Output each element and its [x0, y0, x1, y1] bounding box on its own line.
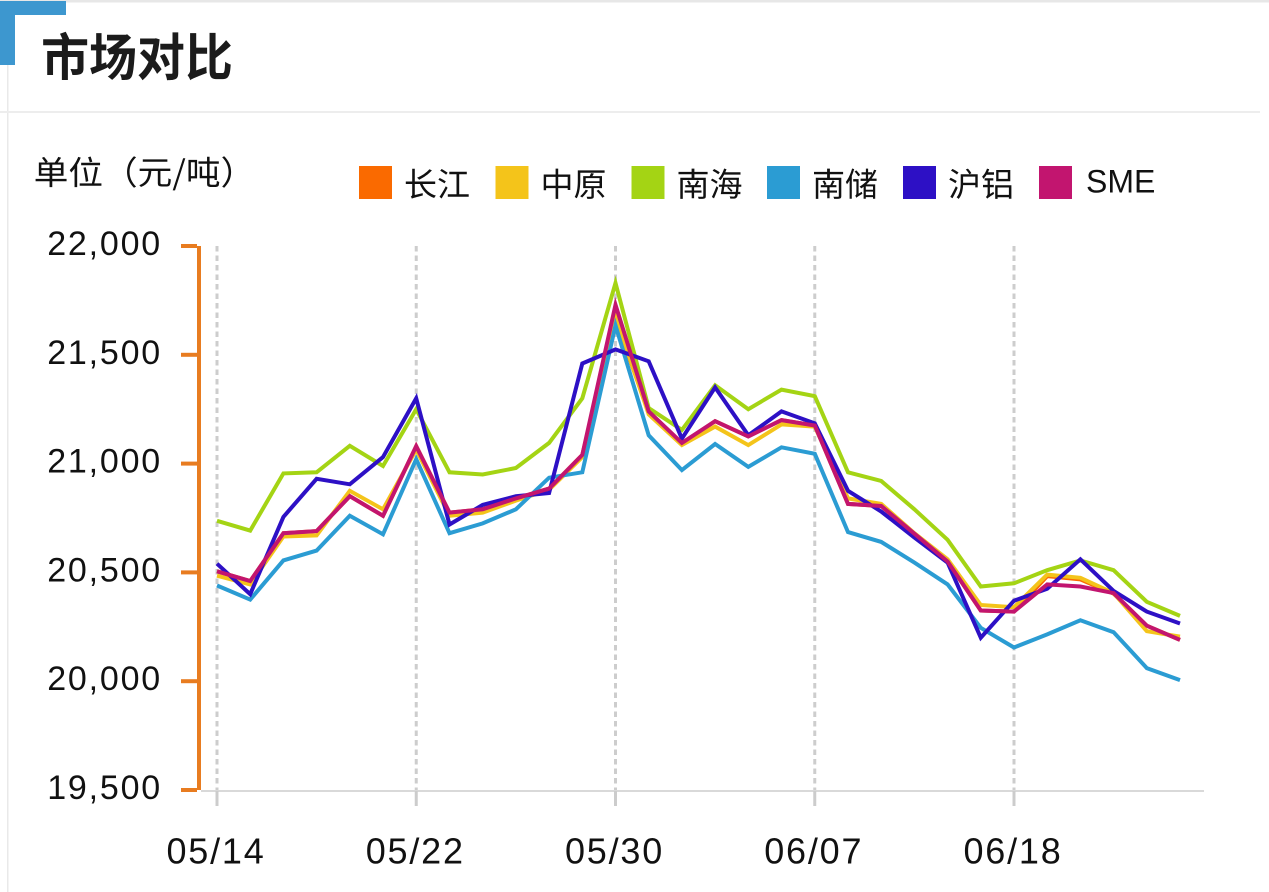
svg-text:22,000: 22,000 [47, 225, 162, 263]
svg-text:20,000: 20,000 [47, 660, 162, 698]
svg-text:05/14: 05/14 [166, 831, 265, 872]
svg-text:05/22: 05/22 [366, 831, 465, 872]
svg-text:21,500: 21,500 [47, 334, 162, 372]
svg-text:SME: SME [1086, 164, 1155, 200]
svg-text:21,000: 21,000 [47, 443, 162, 481]
svg-text:06/07: 06/07 [764, 831, 863, 872]
svg-text:06/18: 06/18 [963, 831, 1062, 872]
svg-text:19,500: 19,500 [47, 769, 162, 807]
svg-text:20,500: 20,500 [47, 551, 162, 589]
svg-text:05/30: 05/30 [565, 831, 664, 872]
